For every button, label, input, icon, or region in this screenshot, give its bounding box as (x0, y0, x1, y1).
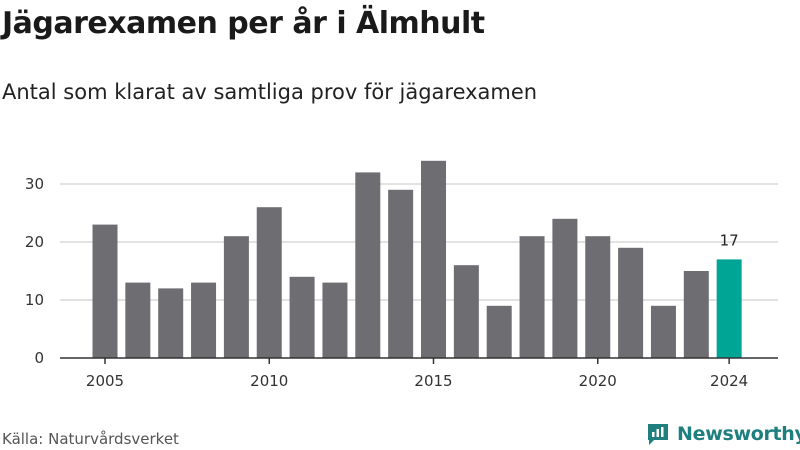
brand-name: Newsworthy (677, 423, 800, 445)
bar-2014 (388, 189, 414, 358)
newsworthy-logo-icon (648, 424, 668, 445)
bar-2013 (355, 172, 381, 358)
bar-2006 (125, 282, 151, 358)
bar-2008 (191, 282, 217, 358)
bar-2021 (618, 247, 644, 358)
y-tick-label-0: 0 (34, 349, 44, 367)
bar-2011 (289, 276, 315, 358)
bar-2020 (585, 236, 611, 358)
chart-subtitle: Antal som klarat av samtliga prov för jä… (2, 80, 538, 104)
bar-2010 (256, 207, 282, 358)
x-tick-label-2005: 2005 (86, 372, 124, 390)
bar-2019 (552, 218, 578, 358)
bar-2022 (650, 305, 676, 358)
y-tick-label-10: 10 (25, 291, 44, 309)
bar-2023 (683, 271, 709, 358)
y-tick-label-30: 30 (25, 175, 44, 193)
bar-2017 (486, 305, 512, 358)
data-label-2024: 17 (720, 231, 739, 249)
bar-2005 (92, 224, 118, 358)
bar-2015 (421, 160, 446, 358)
bar-2018 (519, 236, 545, 358)
brand-logo: Newsworthy (645, 421, 800, 447)
bar-2016 (453, 265, 479, 358)
bar-2009 (223, 236, 249, 358)
bar-2024 (716, 259, 742, 358)
x-tick-label-2024: 2024 (710, 372, 748, 390)
y-tick-label-20: 20 (25, 233, 44, 251)
x-tick-label-2015: 2015 (414, 372, 452, 390)
chart-title: Jägarexamen per år i Älmhult (2, 6, 485, 41)
bar-2012 (322, 282, 348, 358)
x-tick-label-2010: 2010 (250, 372, 288, 390)
x-tick-label-2020: 2020 (579, 372, 617, 390)
bar-2007 (158, 288, 184, 358)
source-note: Källa: Naturvårdsverket (2, 430, 179, 448)
